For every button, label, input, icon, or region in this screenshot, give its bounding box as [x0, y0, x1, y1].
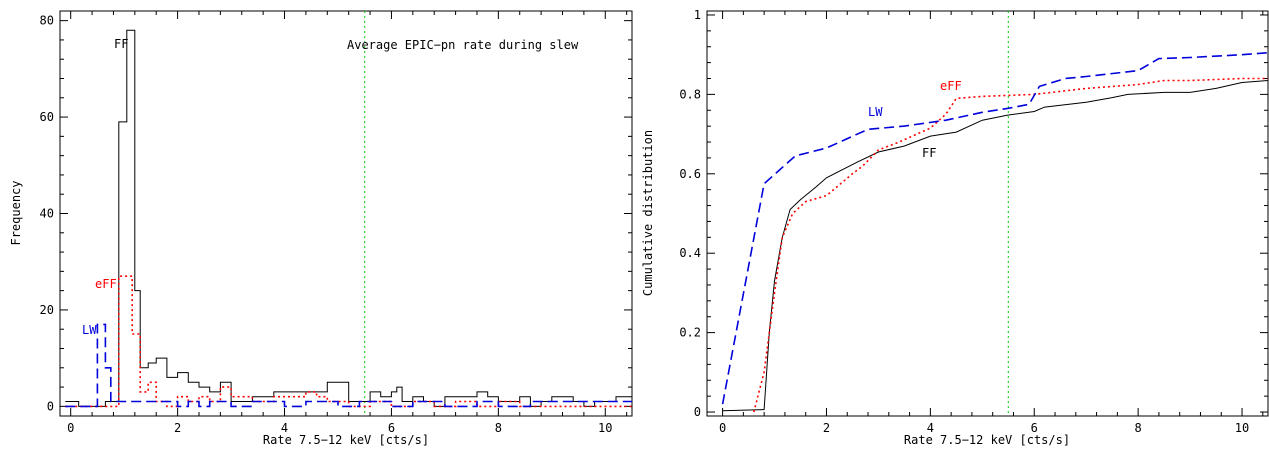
right-series-lw: [721, 51, 1269, 405]
left-x-tick-label: 6: [388, 421, 395, 435]
right-ticks: 0 2 4 6 8 10 0 0.2 0.4 0.6 0.8 1: [679, 8, 1268, 435]
right-x-tick-label: 2: [823, 421, 830, 435]
left-label-eff: eFF: [95, 277, 117, 291]
left-x-tick-label: 10: [598, 421, 612, 435]
right-y-tick-label: 0.8: [679, 87, 701, 101]
right-label-lw: LW: [868, 105, 883, 119]
right-x-tick-label: 0: [719, 421, 726, 435]
left-series-lw: [65, 323, 632, 408]
left-series-ff: [65, 29, 632, 407]
right-series-ff: [722, 80, 1269, 412]
right-x-tick-label: 4: [927, 421, 934, 435]
left-label-ff: FF: [114, 37, 128, 51]
left-plot-frame: [59, 10, 633, 417]
left-x-tick-label: 2: [174, 421, 181, 435]
left-y-tick-label: 20: [40, 303, 54, 317]
left-x-tick-label: 4: [281, 421, 288, 435]
right-label-ff: FF: [922, 146, 936, 160]
right-x-axis-label: Rate 7.5−12 keV [cts/s]: [904, 433, 1070, 447]
left-y-tick-label: 0: [47, 399, 54, 413]
left-y-axis-label: Frequency: [9, 180, 23, 245]
right-y-tick-label: 1: [694, 8, 701, 22]
right-x-tick-label: 8: [1135, 421, 1142, 435]
right-y-tick-label: 0.4: [679, 246, 701, 260]
left-annotation: Average EPIC−pn rate during slew: [347, 38, 579, 52]
right-y-tick-label: 0.2: [679, 326, 701, 340]
left-x-axis-label: Rate 7.5−12 keV [cts/s]: [263, 433, 429, 447]
left-x-tick-label: 0: [67, 421, 74, 435]
right-x-tick-label: 10: [1235, 421, 1249, 435]
right-x-tick-label: 6: [1031, 421, 1038, 435]
right-y-axis-label: Cumulative distribution: [641, 130, 655, 296]
right-y-tick-label: 0.6: [679, 167, 701, 181]
left-label-lw: LW: [82, 323, 97, 337]
right-plot-frame: [706, 10, 1269, 417]
left-series: [65, 11, 632, 416]
right-label-eff: eFF: [940, 79, 962, 93]
left-series-eff: [65, 275, 632, 408]
left-x-tick-label: 8: [495, 421, 502, 435]
right-series: [721, 11, 1269, 416]
left-y-tick-label: 60: [40, 110, 54, 124]
right-chart: 0 2 4 6 8 10 0 0.2 0.4 0.6 0.8 1 Rate 7.5−12 keV [c…: [641, 8, 1269, 447]
left-y-tick-label: 80: [40, 14, 54, 28]
right-y-tick-label: 0: [694, 405, 701, 419]
right-series-eff: [753, 77, 1268, 413]
left-ticks: 0 2 4 6 8 10 0 20 40 60 80: [40, 11, 632, 435]
left-chart: 0 2 4 6 8 10 0 20 40 60 80 Rate 7.5−12 keV [cts/s]…: [9, 10, 633, 447]
left-y-tick-label: 40: [40, 207, 54, 221]
